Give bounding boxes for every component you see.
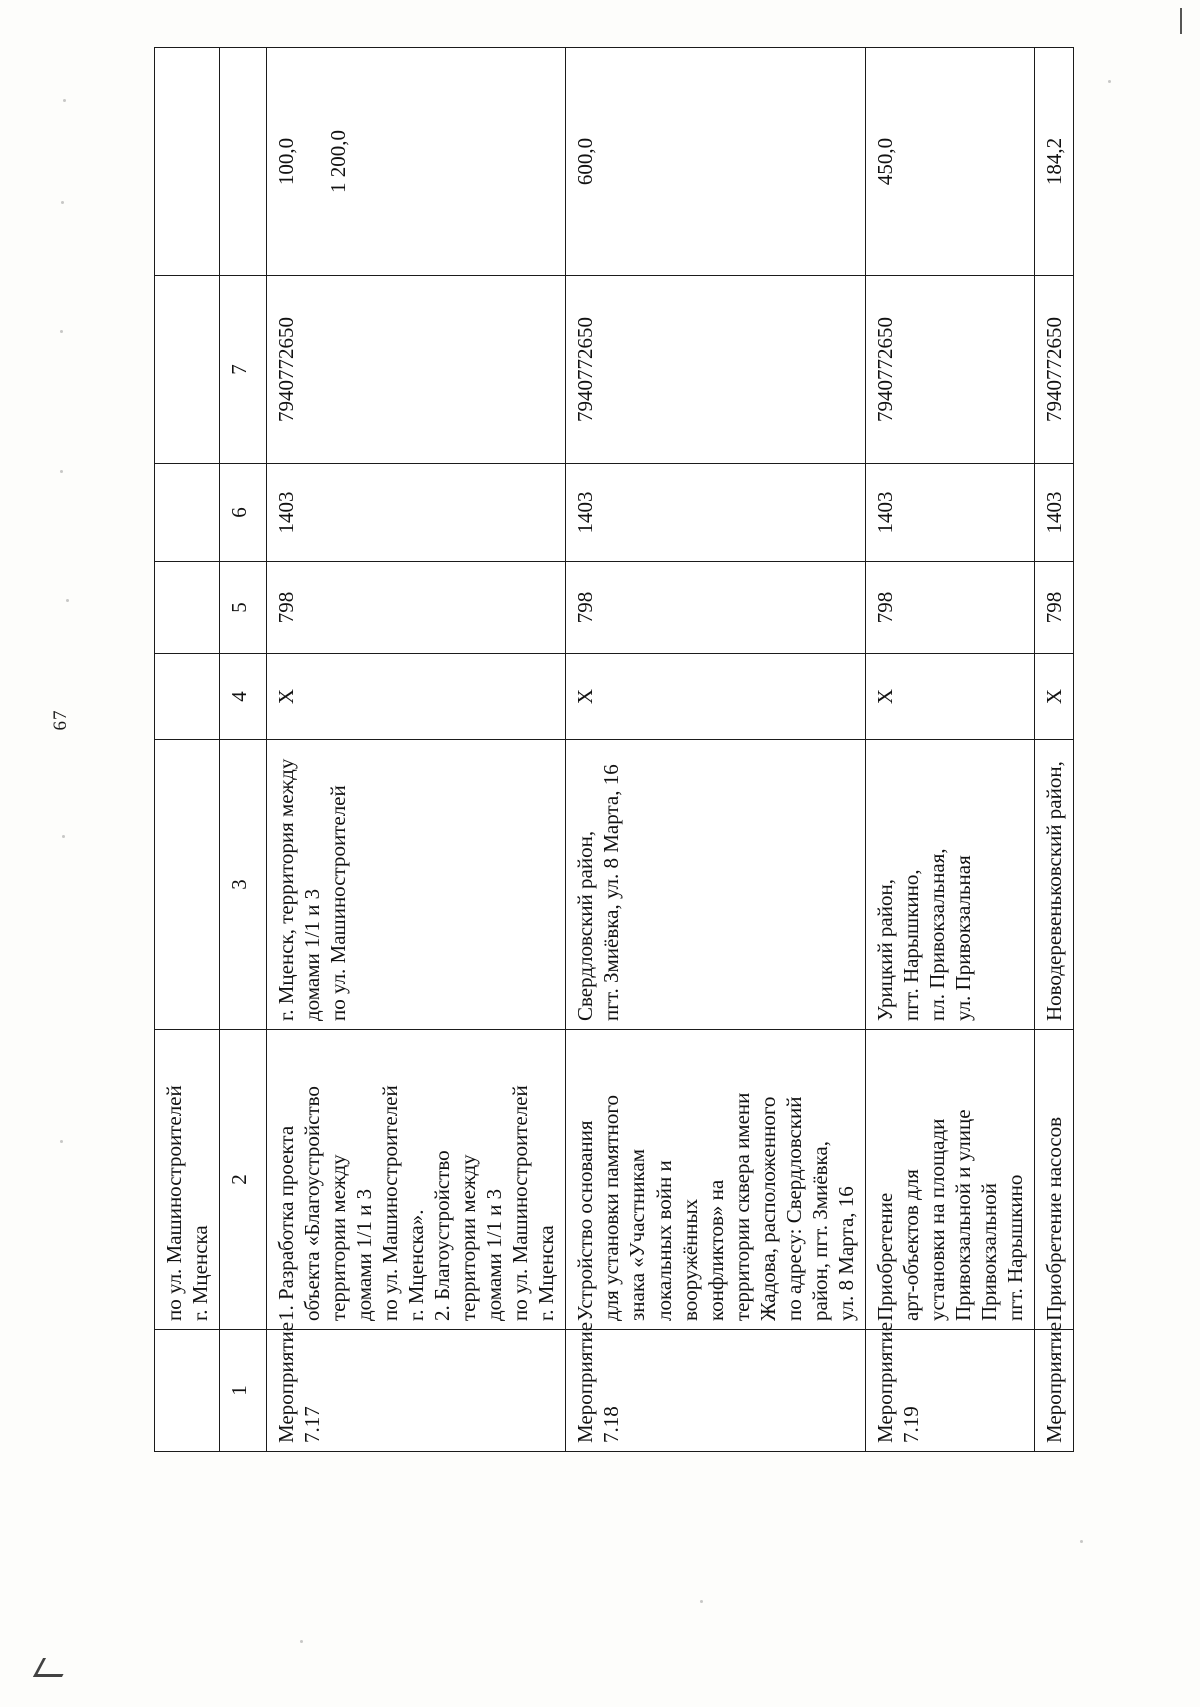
scan-speck xyxy=(62,835,65,838)
scan-edge-mark xyxy=(1180,8,1182,34)
cell-col6: 7940772650 xyxy=(266,275,566,464)
cell-col4: 798 xyxy=(1034,561,1074,654)
table-row: Мероприятие 7.19 Приобретение арт-объект… xyxy=(865,47,1035,1452)
cell-col5: 1403 xyxy=(565,463,866,562)
cell-col3 xyxy=(154,653,220,740)
cell-measure-id: Мероприятие xyxy=(1034,1322,1074,1452)
cell-location: Урицкий район, пгт. Нарышкино, пл. Приво… xyxy=(865,739,1035,1030)
cell-col4: 798 xyxy=(565,561,866,654)
cell-col6: 7940772650 xyxy=(565,275,866,464)
col-number-2: 2 xyxy=(219,1029,267,1330)
cell-col4: 798 xyxy=(865,561,1035,654)
cell-col3: X xyxy=(865,653,1035,740)
rotated-table-stage: по ул. Машиностроителей г. Мценска 1 2 3… xyxy=(154,47,1074,1452)
cell-location: Свердловский район, пгт. Змиёвка, ул. 8 … xyxy=(565,739,866,1030)
cell-col3: X xyxy=(1034,653,1074,740)
cell-measure-id xyxy=(154,1329,220,1452)
cell-col7-amount: 600,0 xyxy=(565,47,866,276)
budget-measures-table: по ул. Машиностроителей г. Мценска 1 2 3… xyxy=(154,47,1074,1452)
cell-col4: 798 xyxy=(266,561,566,654)
table-row: Мероприятие Приобретение насосов Новодер… xyxy=(1034,47,1074,1452)
cell-measure-id: Мероприятие 7.19 xyxy=(865,1322,1035,1452)
col-number-3: 3 xyxy=(219,739,267,1030)
cell-col4 xyxy=(154,561,220,654)
col-number-1: 1 xyxy=(219,1329,267,1452)
cell-col5: 1403 xyxy=(1034,463,1074,562)
cell-col6 xyxy=(154,275,220,464)
cell-location: Новодеревеньковский район, xyxy=(1034,739,1074,1030)
cell-col7-amount: 100,0 1 200,0 xyxy=(266,47,566,276)
cell-location: г. Мценск, территория между домами 1/1 и… xyxy=(266,739,566,1030)
cell-col7-amount: 184,2 xyxy=(1034,47,1074,276)
cell-measure-name: 1. Разработка проекта объекта «Благоустр… xyxy=(266,1029,566,1330)
cell-measure-id: Мероприятие 7.17 xyxy=(266,1322,566,1452)
cell-measure-name: Приобретение насосов xyxy=(1034,1029,1074,1330)
scan-speck xyxy=(1080,1540,1083,1543)
scan-speck xyxy=(300,1640,303,1643)
col-number-6: 6 xyxy=(219,463,267,562)
col-number-7: 7 xyxy=(219,275,267,464)
cell-col5: 1403 xyxy=(865,463,1035,562)
scan-speck xyxy=(1108,80,1111,83)
cell-col6: 7940772650 xyxy=(1034,275,1074,464)
cell-col6: 7940772650 xyxy=(865,275,1035,464)
cell-col5 xyxy=(154,463,220,562)
cell-location xyxy=(154,739,220,1030)
scan-speck xyxy=(60,470,63,473)
page-number: 67 xyxy=(50,709,71,731)
cell-col7-amount xyxy=(154,47,220,276)
scan-speck xyxy=(63,99,66,102)
scan-speck xyxy=(60,1140,63,1143)
col-number-7b xyxy=(219,47,267,276)
scan-speck xyxy=(66,599,69,602)
scan-speck xyxy=(700,1600,703,1603)
table-row: Мероприятие 7.17 1. Разработка проекта о… xyxy=(266,47,566,1452)
cell-measure-name: Устройство основания для установки памят… xyxy=(565,1029,866,1330)
cell-col5: 1403 xyxy=(266,463,566,562)
table-row: по ул. Машиностроителей г. Мценска xyxy=(154,47,220,1452)
scan-speck xyxy=(60,330,63,333)
cell-measure-name: Приобретение арт-объектов для установки … xyxy=(865,1029,1035,1330)
scan-speck xyxy=(61,201,64,204)
cell-col3: X xyxy=(266,653,566,740)
table-row: Мероприятие 7.18 Устройство основания дл… xyxy=(565,47,866,1452)
cell-col7-amount: 450,0 xyxy=(865,47,1035,276)
column-number-header-row: 1 2 3 4 5 6 7 xyxy=(219,47,267,1452)
col-number-5: 5 xyxy=(219,561,267,654)
cell-measure-name: по ул. Машиностроителей г. Мценска xyxy=(154,1029,220,1330)
cell-col3: X xyxy=(565,653,866,740)
col-number-4: 4 xyxy=(219,653,267,740)
cell-measure-id: Мероприятие 7.18 xyxy=(565,1322,866,1452)
